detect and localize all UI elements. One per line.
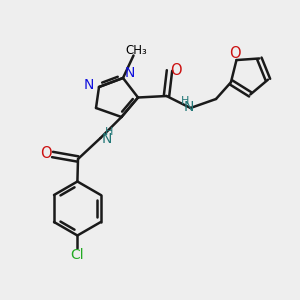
Text: H: H: [181, 96, 189, 106]
Text: O: O: [170, 63, 182, 78]
Text: O: O: [40, 146, 52, 160]
Text: H: H: [105, 127, 113, 137]
Text: N: N: [184, 100, 194, 114]
Text: N: N: [83, 78, 94, 92]
Text: N: N: [124, 66, 135, 80]
Text: CH₃: CH₃: [126, 44, 147, 57]
Text: N: N: [101, 132, 112, 145]
Text: O: O: [229, 46, 241, 61]
Text: Cl: Cl: [70, 248, 84, 262]
